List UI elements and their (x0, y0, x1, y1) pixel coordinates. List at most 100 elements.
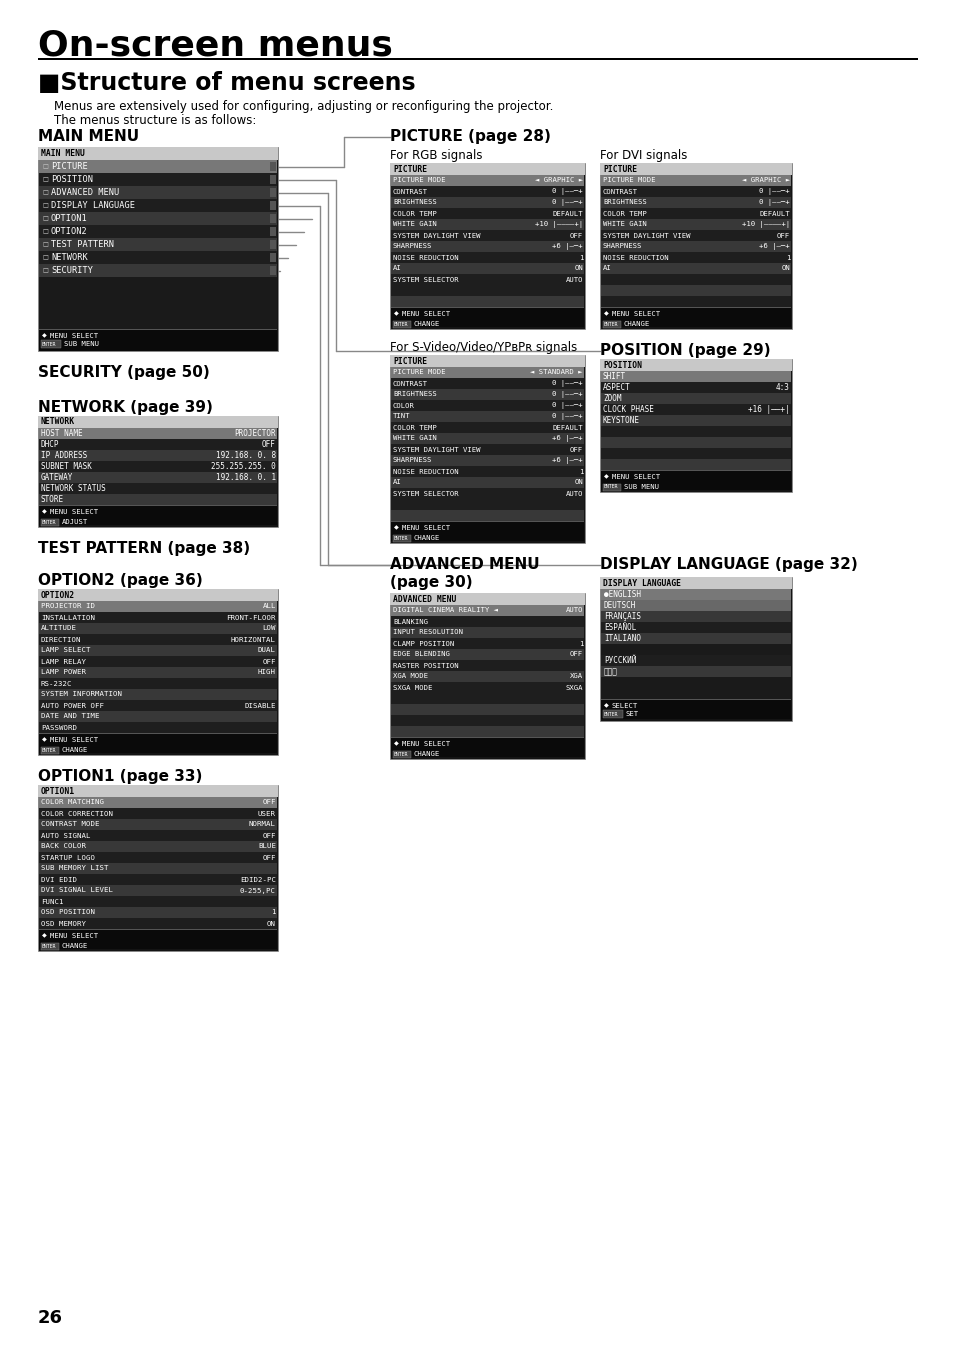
Text: MENU SELECT: MENU SELECT (401, 525, 450, 532)
Text: ◆: ◆ (603, 312, 608, 317)
Bar (39, 656, 276, 666)
Bar (391, 186, 583, 197)
Text: AUTO SIGNAL: AUTO SIGNAL (41, 832, 91, 839)
Text: +16 |—─+|: +16 |—─+| (747, 405, 789, 414)
Text: OFF: OFF (569, 447, 582, 452)
Text: SHIFT: SHIFT (602, 372, 625, 380)
Bar (39, 711, 276, 722)
Text: ON: ON (574, 479, 582, 486)
Text: ON: ON (574, 266, 582, 271)
Bar (39, 225, 276, 237)
Text: SUB MEMORY LIST: SUB MEMORY LIST (41, 866, 109, 871)
Text: PROJECTOR ID: PROJECTOR ID (41, 603, 95, 610)
Bar (600, 437, 790, 448)
Text: WHITE GAIN: WHITE GAIN (393, 436, 436, 441)
Text: CHANGE: CHANGE (623, 321, 650, 326)
Text: CONTRAST: CONTRAST (393, 189, 428, 194)
Bar (599, 359, 791, 492)
Text: AI: AI (393, 266, 401, 271)
Text: ◆: ◆ (394, 312, 398, 317)
Text: PICTURE MODE: PICTURE MODE (602, 178, 655, 183)
Text: DEFAULT: DEFAULT (759, 210, 789, 216)
Bar (39, 634, 276, 645)
Bar (600, 295, 790, 308)
Text: +6 |—─+: +6 |—─+ (552, 457, 582, 464)
Text: ADVANCED MENU: ADVANCED MENU (51, 188, 119, 197)
Text: 1: 1 (578, 468, 582, 475)
Text: 26: 26 (38, 1309, 63, 1327)
Text: SET: SET (625, 711, 639, 718)
Text: ■Structure of menu screens: ■Structure of menu screens (38, 71, 416, 94)
Bar (391, 693, 583, 704)
Text: CHANGE: CHANGE (414, 321, 439, 326)
Text: FUNC1: FUNC1 (41, 898, 64, 904)
Text: 0 |——─+: 0 |——─+ (759, 188, 789, 196)
Text: RS-232C: RS-232C (41, 680, 72, 687)
Bar (600, 469, 790, 490)
Bar (391, 478, 583, 488)
Bar (39, 438, 276, 451)
Text: NETWORK (page 39): NETWORK (page 39) (38, 401, 213, 415)
Bar (600, 403, 790, 415)
Text: ON: ON (267, 920, 275, 927)
Bar (270, 175, 275, 183)
Text: ADJUST: ADJUST (62, 519, 89, 525)
Text: SXGA MODE: SXGA MODE (393, 684, 432, 691)
Bar (39, 700, 276, 711)
Text: XGA MODE: XGA MODE (393, 673, 428, 680)
Text: SHARPNESS: SHARPNESS (393, 457, 432, 464)
Text: HIGH: HIGH (257, 669, 275, 676)
Text: POSITION: POSITION (51, 175, 92, 183)
Bar (600, 285, 790, 295)
Text: □: □ (42, 268, 48, 272)
Text: 한국어: 한국어 (603, 666, 618, 676)
Text: 255.255.255. 0: 255.255.255. 0 (211, 461, 275, 471)
Text: SUB MENU: SUB MENU (623, 484, 659, 490)
Text: COLOR TEMP: COLOR TEMP (393, 425, 436, 430)
Text: PICTURE (page 28): PICTURE (page 28) (390, 130, 550, 144)
Text: DISPLAY LANGUAGE: DISPLAY LANGUAGE (602, 579, 680, 588)
Text: +6 |—─+: +6 |—─+ (552, 243, 582, 250)
Text: ◄ GRAPHIC ►: ◄ GRAPHIC ► (535, 178, 582, 183)
Bar (390, 594, 584, 759)
Bar (39, 623, 276, 634)
Text: SHARPNESS: SHARPNESS (393, 244, 432, 250)
Text: For S-Video/Video/YPʙPʀ signals: For S-Video/Video/YPʙPʀ signals (390, 341, 577, 353)
Text: PICTURE: PICTURE (393, 165, 427, 174)
Bar (600, 688, 790, 699)
Text: ITALIANO: ITALIANO (603, 634, 640, 643)
Text: AUTO POWER OFF: AUTO POWER OFF (41, 703, 104, 708)
Text: □: □ (42, 229, 48, 233)
Text: DVI SIGNAL LEVEL: DVI SIGNAL LEVEL (41, 888, 112, 893)
Text: SHARPNESS: SHARPNESS (602, 244, 641, 250)
Bar (391, 683, 583, 693)
Text: NOISE REDUCTION: NOISE REDUCTION (393, 468, 458, 475)
Text: TEST PATTERN (page 38): TEST PATTERN (page 38) (38, 541, 250, 556)
Text: ◆: ◆ (394, 526, 398, 530)
Bar (270, 227, 275, 236)
Bar (391, 295, 583, 308)
Bar (39, 251, 276, 264)
Text: SYSTEM DAYLIGHT VIEW: SYSTEM DAYLIGHT VIEW (602, 232, 690, 239)
Bar (599, 577, 791, 590)
Text: OFF: OFF (569, 652, 582, 657)
Bar (270, 188, 275, 197)
Bar (391, 604, 583, 616)
Text: □: □ (42, 241, 48, 247)
Text: NOISE REDUCTION: NOISE REDUCTION (393, 255, 458, 260)
Bar (39, 304, 276, 316)
Bar (600, 426, 790, 437)
Text: ◆: ◆ (603, 703, 608, 708)
Bar (391, 433, 583, 444)
Text: ALL: ALL (262, 603, 275, 610)
Bar (39, 428, 276, 438)
Text: GATEWAY: GATEWAY (41, 473, 73, 482)
Text: LAMP RELAY: LAMP RELAY (41, 658, 86, 665)
Text: COLOR MATCHING: COLOR MATCHING (41, 800, 104, 805)
Text: SELECT: SELECT (612, 703, 638, 710)
Text: ●ENGLISH: ●ENGLISH (603, 590, 640, 599)
Text: POSITION: POSITION (602, 360, 641, 370)
Text: EDGE BLENDING: EDGE BLENDING (393, 652, 450, 657)
Bar (38, 147, 277, 351)
Text: SYSTEM DAYLIGHT VIEW: SYSTEM DAYLIGHT VIEW (393, 447, 480, 452)
